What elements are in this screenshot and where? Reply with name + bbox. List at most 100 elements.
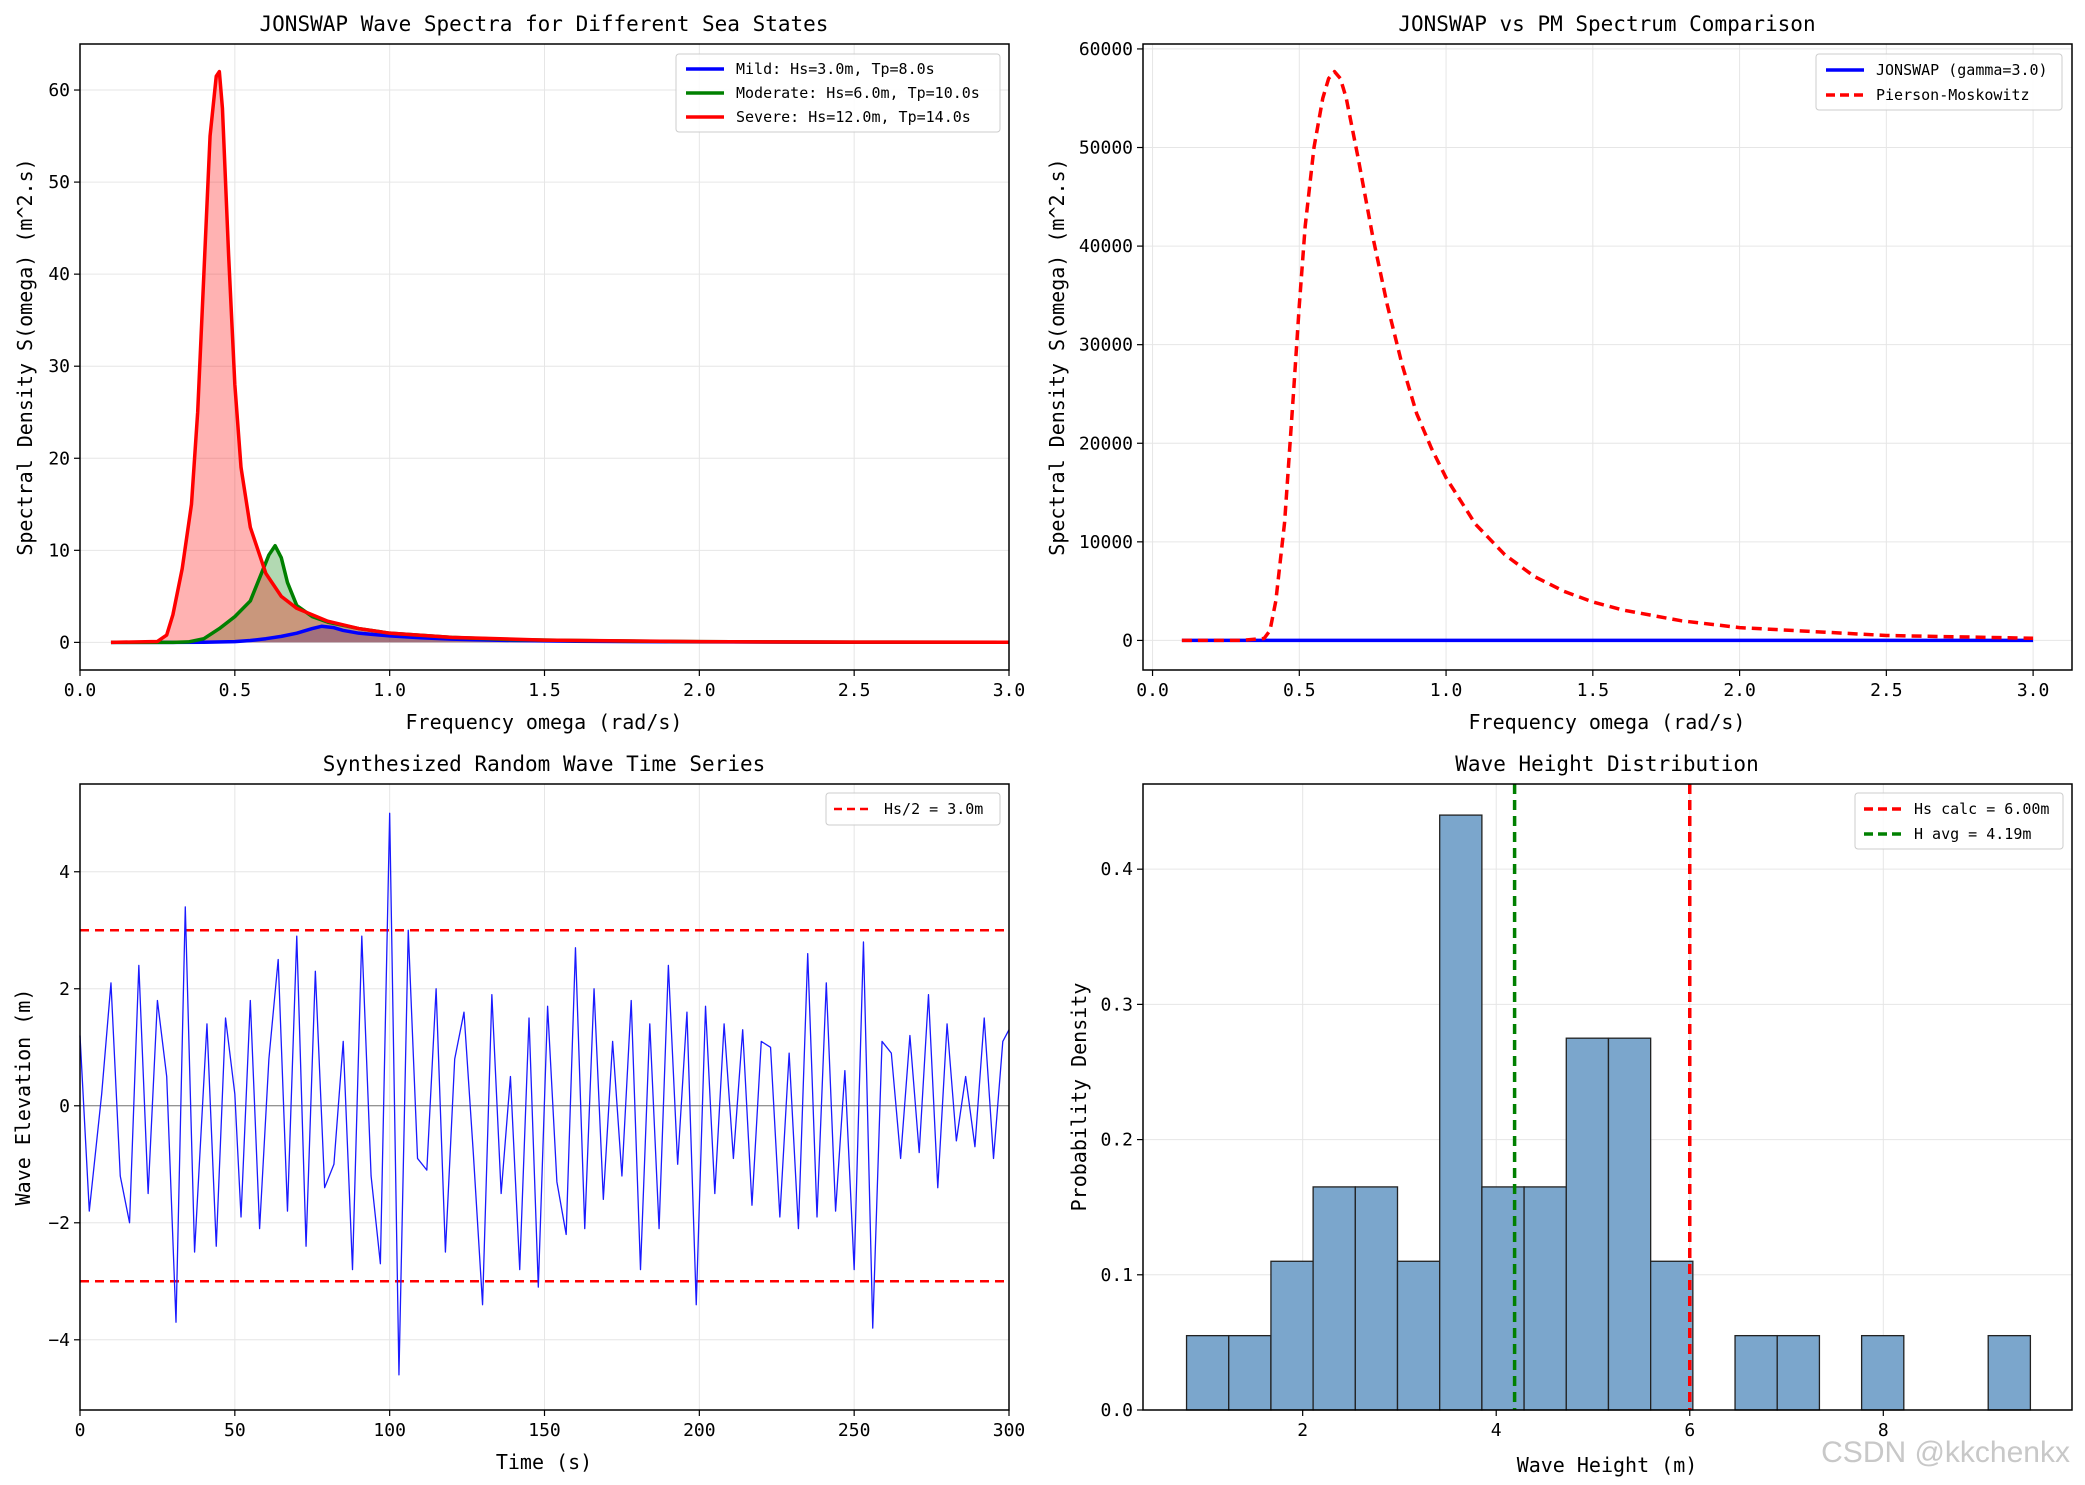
compare-plot-area (1181, 69, 2034, 643)
spectra-ytick-label: 50 (48, 172, 70, 193)
timeseries-ytick-label: 0 (59, 1096, 70, 1117)
timeseries-xlabel: Time (s) (496, 1450, 592, 1474)
compare-ytick-label: 30000 (1079, 335, 1133, 356)
legend-label-hs-calc: Hs calc = 6.00m (1914, 800, 2049, 818)
spectra-xtick-label: 0.0 (64, 680, 97, 701)
histogram-xtick-label: 4 (1491, 1420, 1502, 1441)
compare-ytick-label: 10000 (1079, 532, 1133, 553)
histogram-xtick-label: 2 (1297, 1420, 1308, 1441)
legend-label-h-avg: H avg = 4.19m (1914, 825, 2031, 843)
histogram-bar (1607, 1037, 1652, 1411)
histogram-xtick-label: 8 (1878, 1420, 1889, 1441)
compare-ytick-label: 60000 (1079, 39, 1133, 60)
spectra-ytick-label: 40 (48, 264, 70, 285)
timeseries-xtick-label: 100 (373, 1420, 406, 1441)
timeseries-ytick-label: −2 (48, 1213, 70, 1234)
spectra-xtick-label: 0.5 (219, 680, 252, 701)
compare-ticks: 0.0 0.5 1.0 1.5 2.0 2.5 3.0 0 10000 20000 30000 400… (1079, 39, 2050, 701)
spectra-ylabel: Spectral Density S(omega) (m^2.s) (13, 158, 37, 555)
timeseries-xtick-label: 200 (683, 1420, 716, 1441)
spectra-ytick-label: 10 (48, 540, 70, 561)
histogram-bar (1987, 1334, 2032, 1411)
histogram-bar (1523, 1186, 1567, 1411)
spectra-legend: Mild: Hs=3.0m, Tp=8.0s Moderate: Hs=6.0m… (675, 53, 1001, 133)
spectra-area-fill (110, 71, 1009, 643)
histogram-ytick-label: 0.2 (1100, 1130, 1133, 1151)
histogram-xlabel: Wave Height (m) (1517, 1453, 1698, 1477)
histogram-xtick-label: 6 (1684, 1420, 1695, 1441)
compare-xlabel: Frequency omega (rad/s) (1469, 710, 1746, 734)
compare-xtick-label: 2.5 (1870, 680, 1903, 701)
histogram-legend: Hs calc = 6.00m H avg = 4.19m (1854, 792, 2064, 850)
spectra-ytick-label: 30 (48, 356, 70, 377)
timeseries-xtick-label: 250 (838, 1420, 871, 1441)
histogram-ytick-label: 0.4 (1100, 859, 1133, 880)
compare-legend: JONSWAP (gamma=3.0) Pierson-Moskowitz (1815, 53, 2063, 111)
histogram-ticks: 2 4 6 8 0.0 0.1 0.2 0.3 0.4 (1100, 859, 1888, 1441)
timeseries-xtick-label: 0 (75, 1420, 86, 1441)
compare-xtick-label: 3.0 (2017, 680, 2050, 701)
spectra-xtick-label: 3.0 (993, 680, 1026, 701)
spectra-ytick-label: 60 (48, 80, 70, 101)
timeseries-legend: Hs/2 = 3.0m (825, 792, 1001, 826)
histogram-bar (1396, 1260, 1441, 1411)
compare-title: JONSWAP vs PM Spectrum Comparison (1398, 12, 1815, 36)
legend-label-mild: Mild: Hs=3.0m, Tp=8.0s (736, 60, 935, 78)
compare-xtick-label: 1.5 (1577, 680, 1610, 701)
watermark: CSDN @kkchenkx (1821, 1436, 2070, 1469)
compare-series-line (1181, 69, 2034, 643)
spectra-legend-box (675, 53, 1001, 133)
spectra-ytick-label: 0 (59, 632, 70, 653)
timeseries-xtick-label: 50 (224, 1420, 246, 1441)
compare-xtick-label: 1.0 (1430, 680, 1463, 701)
spectra-xlabel: Frequency omega (rad/s) (406, 710, 683, 734)
histogram-bar (1185, 1334, 1230, 1411)
spectra-series-line (110, 69, 1010, 645)
panel-timeseries: 0 50 100 150 200 250 300 −4 −2 0 2 4 Synthesized Ra… (11, 752, 1025, 1474)
compare-axes-frame (1142, 43, 2073, 671)
spectra-ytick-label: 20 (48, 448, 70, 469)
histogram-axes-frame (1142, 783, 2073, 1411)
compare-ylabel: Spectral Density S(omega) (m^2.s) (1045, 158, 1069, 555)
compare-xtick-label: 0.5 (1283, 680, 1316, 701)
spectra-title: JONSWAP Wave Spectra for Different Sea S… (260, 12, 829, 36)
timeseries-xtick-label: 150 (528, 1420, 561, 1441)
histogram-bar (1565, 1037, 1610, 1411)
legend-label-jonswap: JONSWAP (gamma=3.0) (1876, 61, 2048, 79)
compare-ytick-label: 20000 (1079, 433, 1133, 454)
timeseries-title: Synthesized Random Wave Time Series (323, 752, 766, 776)
histogram-plot-area (1185, 784, 2032, 1411)
histogram-ytick-label: 0.3 (1100, 994, 1133, 1015)
panel-histogram: 2 4 6 8 0.0 0.1 0.2 0.3 0.4 Wave Height Distribu… (1067, 752, 2073, 1477)
spectra-xtick-label: 1.0 (373, 680, 406, 701)
histogram-bar (1776, 1334, 1821, 1411)
histogram-title: Wave Height Distribution (1455, 752, 1758, 776)
histogram-bar (1354, 1186, 1399, 1411)
legend-label-severe: Severe: Hs=12.0m, Tp=14.0s (736, 108, 971, 126)
timeseries-ytick-label: −4 (48, 1330, 70, 1351)
compare-legend-box (1815, 53, 2063, 111)
histogram-bar (1481, 1186, 1525, 1411)
spectra-ticks: 0.0 0.5 1.0 1.5 2.0 2.5 3.0 0 10 20 30 40 50 60 (48, 80, 1025, 701)
histogram-bar (1734, 1334, 1778, 1411)
compare-xtick-label: 0.0 (1136, 680, 1169, 701)
histogram-bar (1439, 814, 1483, 1411)
spectra-xtick-label: 2.0 (683, 680, 716, 701)
timeseries-xtick-label: 300 (993, 1420, 1026, 1441)
histogram-bar (1228, 1334, 1272, 1411)
compare-ytick-label: 50000 (1079, 138, 1133, 159)
compare-xtick-label: 2.0 (1723, 680, 1756, 701)
compare-ytick-label: 40000 (1079, 236, 1133, 257)
histogram-bar (1312, 1186, 1356, 1411)
compare-grid (1143, 44, 2072, 670)
timeseries-series-line (79, 812, 1010, 1376)
spectra-plot-area (110, 69, 1010, 645)
histogram-legend-box (1854, 792, 2064, 850)
timeseries-ylabel: Wave Elevation (m) (11, 989, 35, 1206)
timeseries-ytick-label: 4 (59, 862, 70, 883)
histogram-bar (1860, 1334, 1905, 1411)
timeseries-plot-area (79, 812, 1010, 1376)
timeseries-ticks: 0 50 100 150 200 250 300 −4 −2 0 2 4 (48, 862, 1025, 1441)
timeseries-ytick-label: 2 (59, 979, 70, 1000)
